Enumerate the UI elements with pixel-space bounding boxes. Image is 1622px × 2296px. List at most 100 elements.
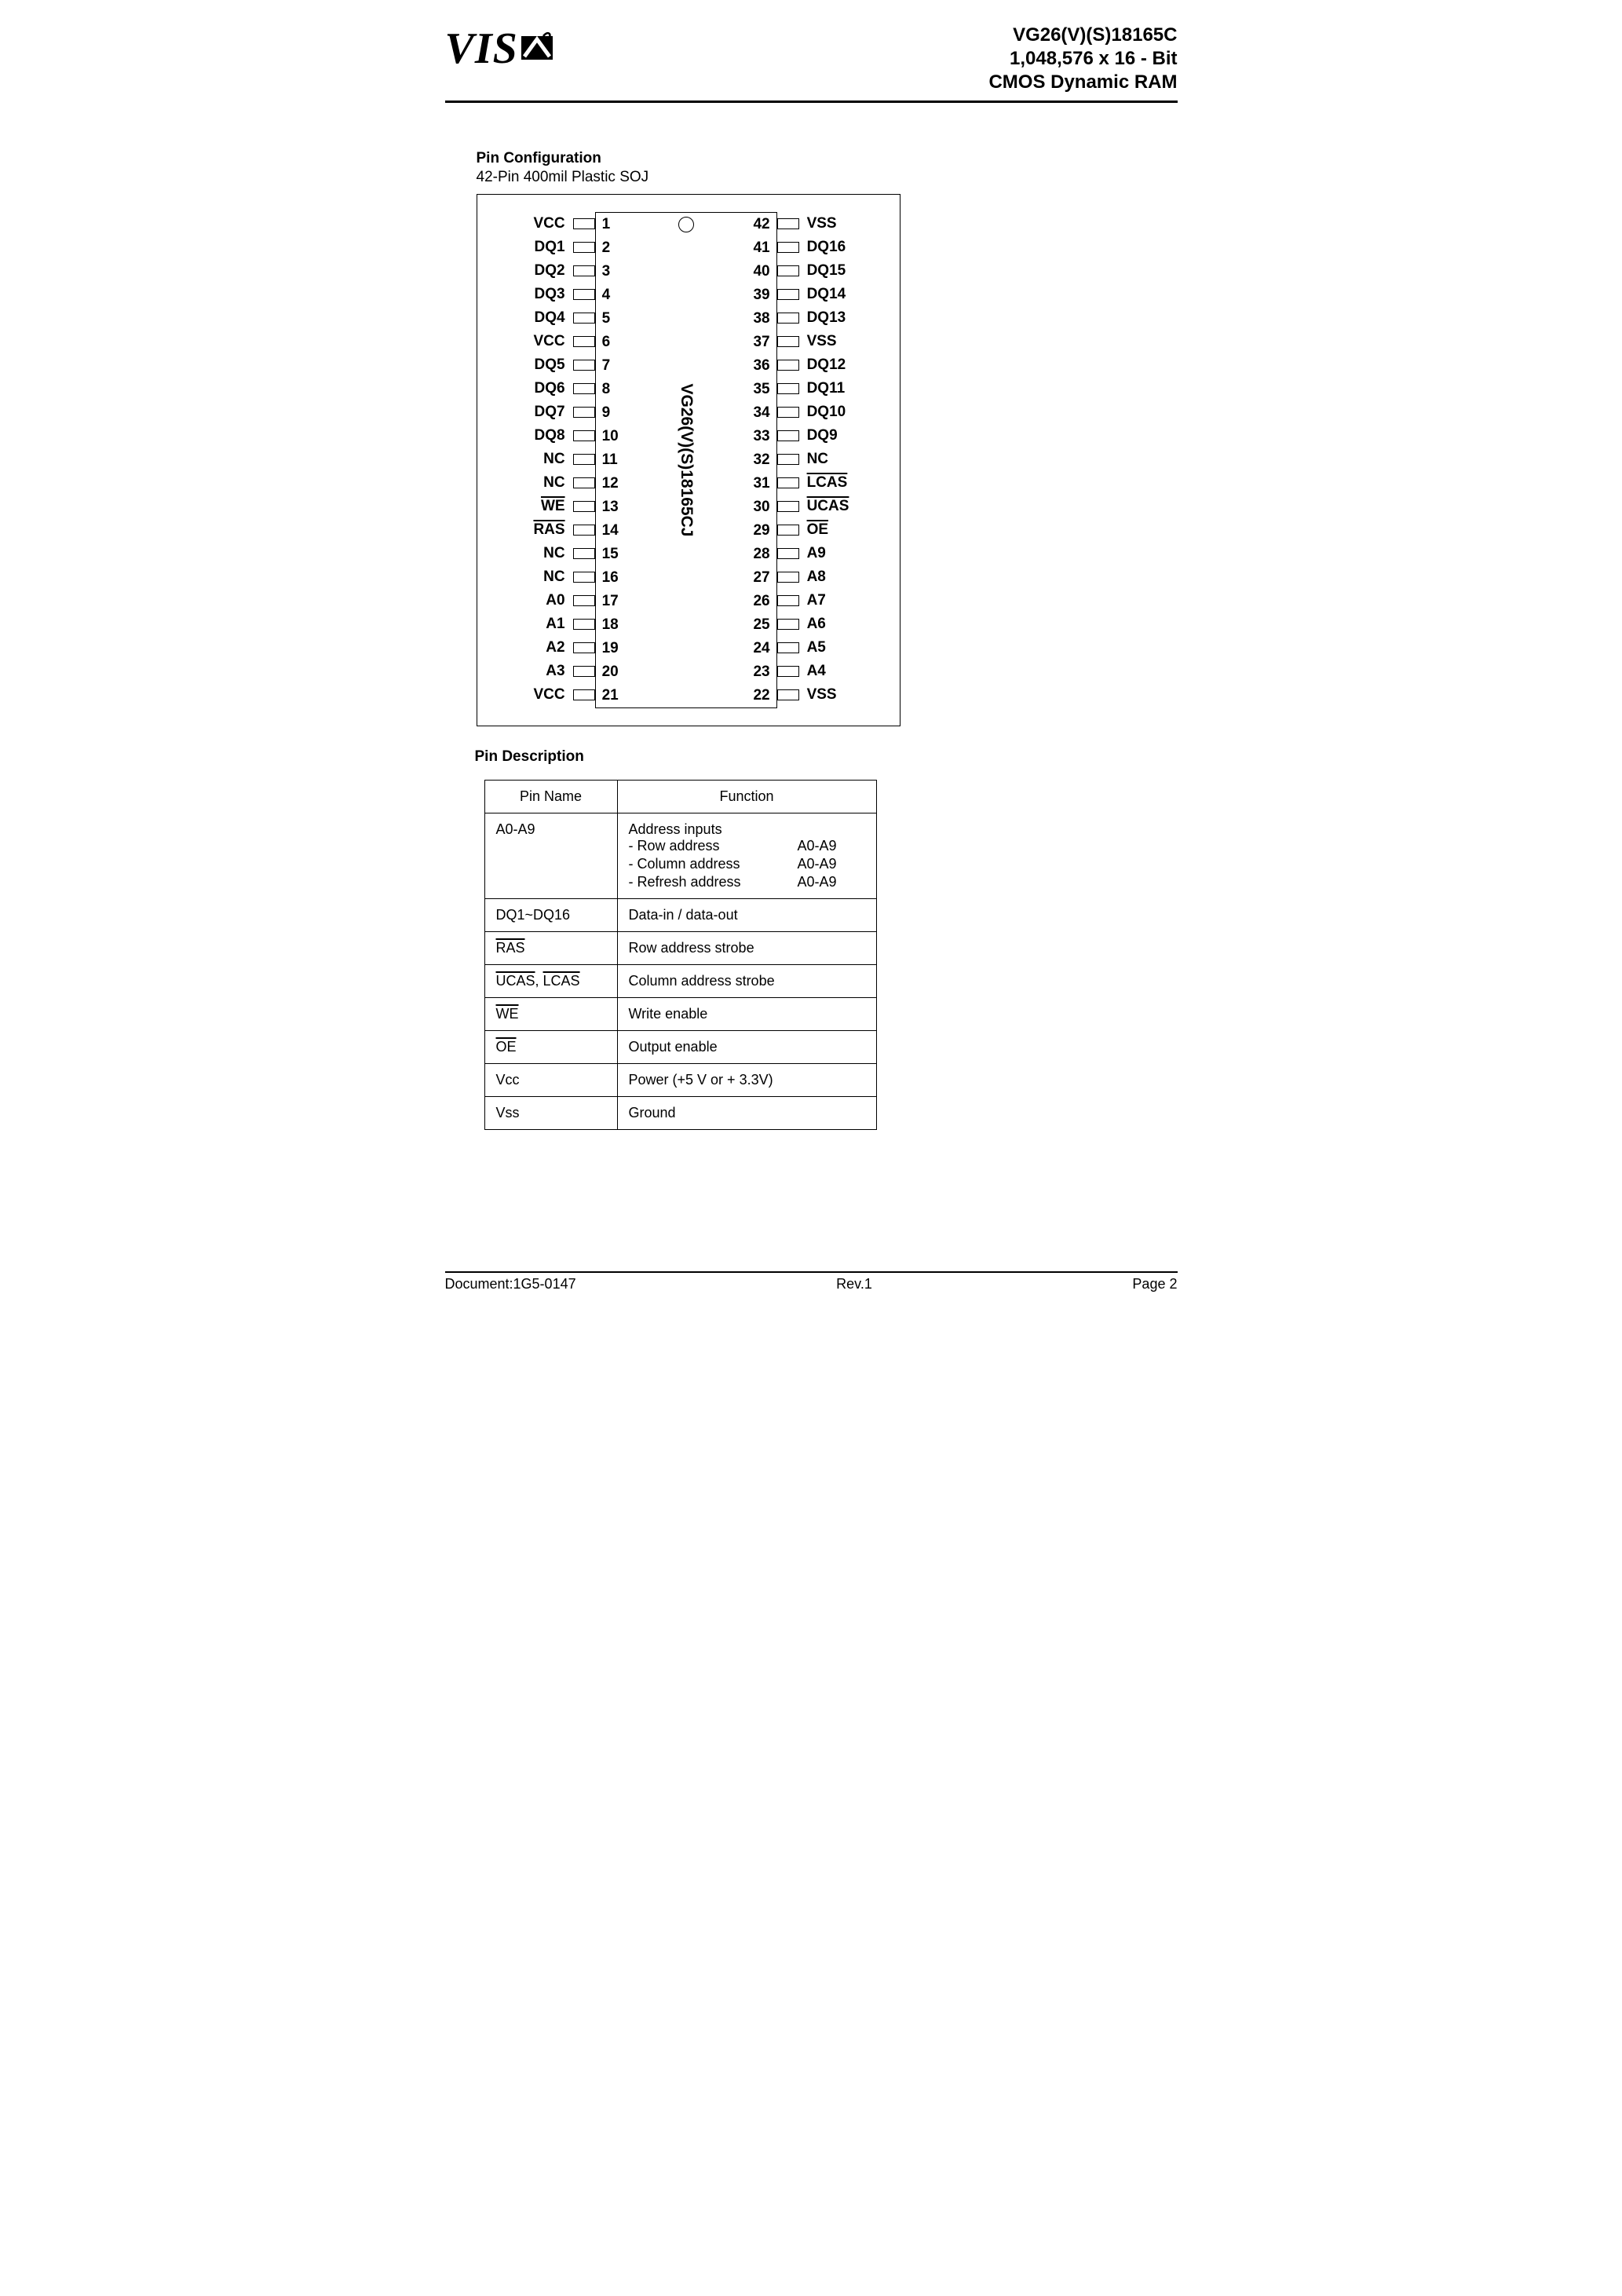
pin-pad: [777, 642, 799, 653]
pin-number: 14: [602, 519, 619, 543]
cell-function: Write enable: [617, 998, 876, 1031]
cell-function: Ground: [617, 1097, 876, 1130]
pin-row: DQ6: [528, 377, 595, 400]
pin-label: NC: [528, 545, 565, 562]
pin-number: 2: [602, 236, 611, 260]
pin-row: DQ14: [777, 283, 846, 306]
footer-page: Page 2: [1132, 1276, 1177, 1292]
pin-number: 16: [602, 566, 619, 590]
pin-configuration-section: Pin Configuration 42-Pin 400mil Plastic …: [445, 150, 1178, 726]
header-line2: 1,048,576 x 16 - Bit: [988, 47, 1177, 71]
cell-pin-name: Vcc: [484, 1064, 617, 1097]
pin-row: DQ5: [528, 353, 595, 377]
pin-pad: [573, 360, 595, 371]
pin-pad: [777, 501, 799, 512]
pin-label: VCC: [528, 333, 565, 350]
pin-label: UCAS: [807, 498, 849, 515]
pin-number: 37: [753, 331, 769, 354]
pin-pad: [573, 525, 595, 536]
pin-number: 29: [753, 519, 769, 543]
pin-number: 32: [753, 448, 769, 472]
pin-number: 1: [602, 213, 611, 236]
pin-label: DQ4: [528, 309, 565, 327]
pin-number: 36: [753, 354, 769, 378]
pin-pad: [777, 525, 799, 536]
pin-number: 26: [753, 590, 769, 613]
pin-row: A5: [777, 636, 845, 660]
pin-label: RAS: [528, 521, 565, 539]
pin-pad: [573, 642, 595, 653]
chip-right-numbers: 4241403938373635343332313029282726252423…: [753, 213, 776, 707]
logo-text: VIS: [445, 24, 518, 74]
pin-row: DQ3: [528, 283, 595, 306]
pin-row: DQ10: [777, 400, 846, 424]
table-row: DQ1~DQ16Data-in / data-out: [484, 899, 876, 932]
pin-number: 35: [753, 378, 769, 401]
table-row: RASRow address strobe: [484, 932, 876, 965]
pin-row: UCAS: [777, 495, 849, 518]
pin-number: 25: [753, 613, 769, 637]
pin-pad: [777, 242, 799, 253]
pin-pad: [573, 666, 595, 677]
pin-label: DQ12: [807, 356, 846, 374]
pin-row: DQ8: [528, 424, 595, 448]
table-row: VssGround: [484, 1097, 876, 1130]
pin-label: DQ3: [528, 286, 565, 303]
cell-function: Row address strobe: [617, 932, 876, 965]
pin-row: DQ11: [777, 377, 846, 400]
header-line3: CMOS Dynamic RAM: [988, 71, 1177, 94]
header-right: VG26(V)(S)18165C 1,048,576 x 16 - Bit CM…: [988, 24, 1177, 94]
pin-row: VSS: [777, 330, 845, 353]
pin-pad: [573, 430, 595, 441]
pin-row: A4: [777, 660, 845, 683]
pin-label: NC: [807, 451, 845, 468]
cell-function: Column address strobe: [617, 965, 876, 998]
pin-number: 6: [602, 331, 611, 354]
pin-number: 39: [753, 283, 769, 307]
pin-row: A7: [777, 589, 845, 612]
pin-pad: [573, 501, 595, 512]
pin-pad: [777, 218, 799, 229]
pin-label: A9: [807, 545, 845, 562]
pin-pad: [777, 313, 799, 324]
chip-center: 123456789101112131415161718192021 424140…: [595, 212, 777, 708]
page-header: VIS VG26(V)(S)18165C 1,048,576 x 16 - Bi…: [445, 24, 1178, 103]
pin-number: 18: [602, 613, 619, 637]
header-line1: VG26(V)(S)18165C: [988, 24, 1177, 47]
pin-row: WE: [528, 495, 595, 518]
pin-label: VCC: [528, 686, 565, 704]
pin-row: DQ12: [777, 353, 846, 377]
table-row: WEWrite enable: [484, 998, 876, 1031]
cell-pin-name: RAS: [484, 932, 617, 965]
footer-rev: Rev.1: [836, 1276, 872, 1292]
pin-label: DQ13: [807, 309, 846, 327]
chip-part-number: VG26(V)(S)18165CJ: [677, 384, 696, 537]
pin-row: A1: [528, 612, 595, 636]
pin-label: A4: [807, 663, 845, 680]
pin-pad: [573, 313, 595, 324]
pin-pad: [573, 289, 595, 300]
pin-label: DQ9: [807, 427, 845, 444]
chip-left-numbers: 123456789101112131415161718192021: [596, 213, 619, 707]
pin-row: A2: [528, 636, 595, 660]
pin-number: 15: [602, 543, 619, 566]
table-header-row: Pin Name Function: [484, 781, 876, 813]
pin-row: LCAS: [777, 471, 848, 495]
pin-pad: [573, 383, 595, 394]
pin-label: NC: [528, 569, 565, 586]
pin-number: 10: [602, 425, 619, 448]
pin-desc-title: Pin Description: [475, 748, 1178, 766]
pin-number: 40: [753, 260, 769, 283]
table-row: A0-A9Address inputs- Row addressA0-A9- C…: [484, 813, 876, 899]
pin-row: NC: [528, 471, 595, 495]
pin-number: 42: [753, 213, 769, 236]
pin-label: WE: [528, 498, 565, 515]
pin-label: VSS: [807, 686, 845, 704]
chip-notch-icon: [678, 217, 694, 232]
pin-number: 9: [602, 401, 611, 425]
pin-row: VCC: [528, 683, 595, 707]
pin-row: NC: [777, 448, 845, 471]
pin-label: VCC: [528, 215, 565, 232]
logo-icon: [520, 24, 554, 74]
pin-number: 28: [753, 543, 769, 566]
